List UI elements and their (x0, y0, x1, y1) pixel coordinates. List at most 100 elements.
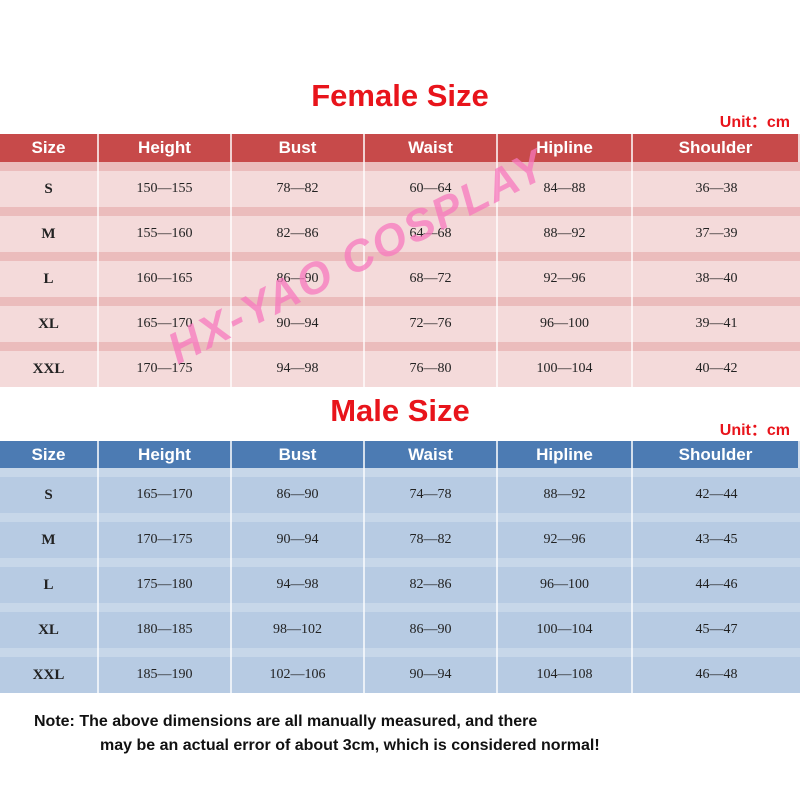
row-divider-strip (365, 342, 498, 351)
measurement-cell-height: 170—175 (99, 351, 232, 387)
row-divider-strip (0, 207, 99, 216)
female-unit-label: Unit：cm (719, 114, 790, 131)
row-divider-strip (232, 207, 365, 216)
measurement-cell-hipline: 96—100 (498, 306, 633, 342)
female-size-table: Size Height Bust Waist Hipline Shoulder S 150—1… (0, 134, 800, 387)
measurement-cell-waist: 76—80 (365, 351, 498, 387)
row-divider-strip (232, 558, 365, 567)
measurement-cell-bust: 82—86 (232, 216, 365, 252)
measurement-cell-shoulder: 43—45 (633, 522, 800, 558)
measurement-cell-bust: 90—94 (232, 522, 365, 558)
size-label-cell: L (0, 261, 99, 297)
row-divider-strip (633, 558, 800, 567)
measurement-cell-shoulder: 45—47 (633, 612, 800, 648)
row-divider-strip (633, 648, 800, 657)
row-divider-strip (498, 468, 633, 477)
row-divider-strip (365, 162, 498, 171)
size-label-cell: M (0, 522, 99, 558)
header-bust: Bust (232, 441, 365, 468)
header-size: Size (0, 441, 99, 468)
measurement-cell-bust: 94—98 (232, 567, 365, 603)
row-divider-strip (0, 297, 99, 306)
measurement-cell-hipline: 92—96 (498, 522, 633, 558)
measurement-cell-hipline: 100—104 (498, 612, 633, 648)
size-label-cell: S (0, 171, 99, 207)
measurement-cell-waist: 82—86 (365, 567, 498, 603)
measurement-cell-height: 170—175 (99, 522, 232, 558)
male-size-table: Size Height Bust Waist Hipline Shoulder S 165—1… (0, 441, 800, 693)
measurement-cell-waist: 72—76 (365, 306, 498, 342)
size-label-cell: L (0, 567, 99, 603)
row-divider-strip (0, 648, 99, 657)
measurement-cell-shoulder: 46—48 (633, 657, 800, 693)
row-divider-strip (633, 603, 800, 612)
measurement-cell-shoulder: 38—40 (633, 261, 800, 297)
measurement-cell-hipline: 88—92 (498, 477, 633, 513)
measurement-cell-height: 165—170 (99, 306, 232, 342)
measurement-cell-waist: 68—72 (365, 261, 498, 297)
row-divider-strip (99, 468, 232, 477)
measurement-cell-height: 175—180 (99, 567, 232, 603)
row-divider-strip (498, 297, 633, 306)
row-divider-strip (365, 513, 498, 522)
size-label-cell: S (0, 477, 99, 513)
measurement-cell-hipline: 104—108 (498, 657, 633, 693)
row-divider-strip (99, 252, 232, 261)
measurement-cell-shoulder: 42—44 (633, 477, 800, 513)
measurement-cell-height: 165—170 (99, 477, 232, 513)
row-divider-strip (365, 297, 498, 306)
row-divider-strip (498, 342, 633, 351)
row-divider-strip (633, 252, 800, 261)
measurement-cell-height: 150—155 (99, 171, 232, 207)
measurement-cell-bust: 86—90 (232, 261, 365, 297)
measurement-cell-waist: 60—64 (365, 171, 498, 207)
row-divider-strip (498, 558, 633, 567)
measurement-cell-bust: 98—102 (232, 612, 365, 648)
header-waist: Waist (365, 441, 498, 468)
measurement-cell-waist: 74—78 (365, 477, 498, 513)
row-divider-strip (498, 207, 633, 216)
measurement-cell-bust: 94—98 (232, 351, 365, 387)
row-divider-strip (99, 648, 232, 657)
size-label-cell: M (0, 216, 99, 252)
row-divider-strip (0, 162, 99, 171)
measurement-cell-hipline: 92—96 (498, 261, 633, 297)
row-divider-strip (633, 342, 800, 351)
row-divider-strip (232, 252, 365, 261)
row-divider-strip (99, 342, 232, 351)
row-divider-strip (0, 558, 99, 567)
size-label-cell: XL (0, 306, 99, 342)
header-hipline: Hipline (498, 134, 633, 162)
header-bust: Bust (232, 134, 365, 162)
measurement-cell-waist: 64—68 (365, 216, 498, 252)
measurement-cell-bust: 102—106 (232, 657, 365, 693)
row-divider-strip (633, 297, 800, 306)
note-line-1: Note: The above dimensions are all manua… (34, 713, 538, 730)
row-divider-strip (0, 603, 99, 612)
header-size: Size (0, 134, 99, 162)
row-divider-strip (232, 513, 365, 522)
row-divider-strip (633, 207, 800, 216)
row-divider-strip (232, 162, 365, 171)
measurement-cell-waist: 78—82 (365, 522, 498, 558)
header-shoulder: Shoulder (633, 441, 800, 468)
measurement-cell-bust: 78—82 (232, 171, 365, 207)
row-divider-strip (99, 513, 232, 522)
measurement-cell-waist: 90—94 (365, 657, 498, 693)
row-divider-strip (99, 558, 232, 567)
measurement-cell-hipline: 88—92 (498, 216, 633, 252)
measurement-cell-shoulder: 39—41 (633, 306, 800, 342)
measurement-cell-shoulder: 40—42 (633, 351, 800, 387)
row-divider-strip (99, 162, 232, 171)
note-line-2: may be an actual error of about 3cm, whi… (100, 737, 600, 754)
measurement-cell-height: 180—185 (99, 612, 232, 648)
header-waist: Waist (365, 134, 498, 162)
measurement-cell-height: 185—190 (99, 657, 232, 693)
measurement-cell-waist: 86—90 (365, 612, 498, 648)
measurement-cell-hipline: 84—88 (498, 171, 633, 207)
row-divider-strip (633, 468, 800, 477)
row-divider-strip (0, 342, 99, 351)
row-divider-strip (365, 207, 498, 216)
header-height: Height (99, 441, 232, 468)
male-size-title: Male Size (330, 393, 470, 428)
